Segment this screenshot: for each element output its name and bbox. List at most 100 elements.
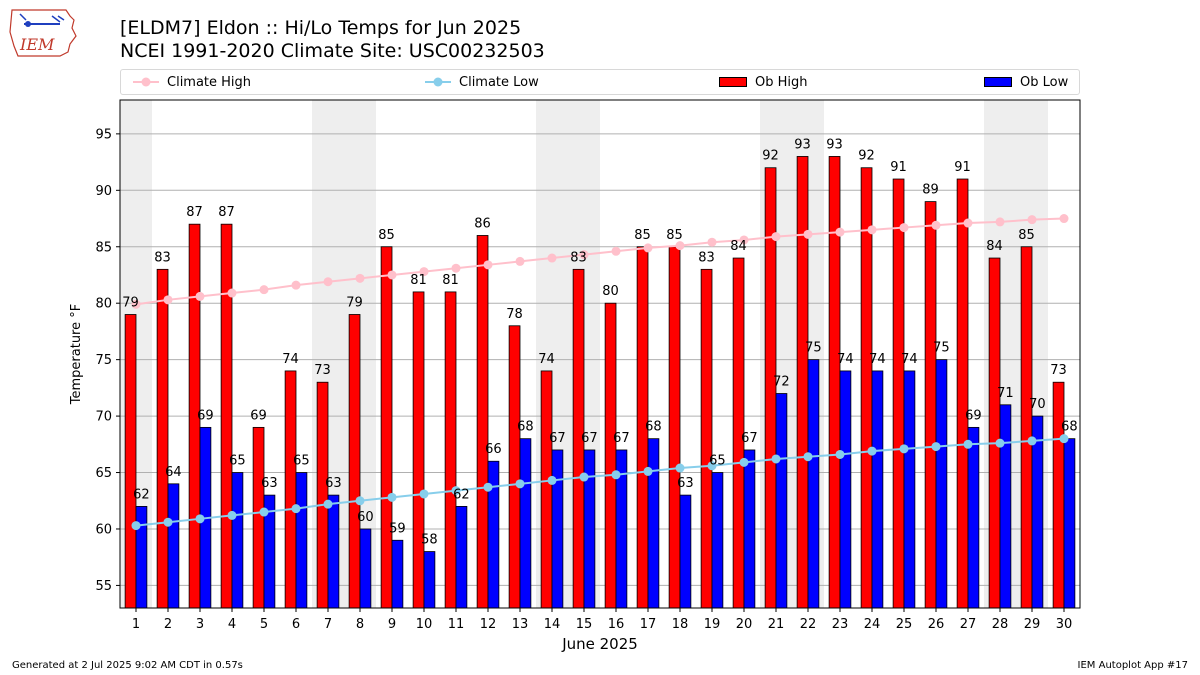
climate-low-point — [675, 463, 685, 473]
ob-low-bar — [359, 528, 372, 609]
x-axis-label: June 2025 — [561, 635, 638, 653]
ob-low-label: 71 — [997, 386, 1014, 401]
x-tick-label: 25 — [896, 617, 913, 632]
legend-item-climate-low: Climate Low — [425, 70, 539, 94]
climate-low-point — [835, 449, 845, 459]
climate-low-point — [963, 439, 973, 449]
climate-low-point — [931, 442, 941, 452]
climate-low-point — [611, 470, 621, 480]
climate-high-point — [387, 270, 397, 280]
x-tick-label: 1 — [132, 617, 140, 632]
climate-high-point — [835, 227, 845, 237]
ob-low-label: 63 — [677, 476, 694, 491]
y-tick-label: 95 — [95, 127, 112, 142]
chart-subtitle: NCEI 1991-2020 Climate Site: USC00232503 — [120, 40, 545, 62]
x-tick-label: 21 — [768, 617, 785, 632]
ob-high-bar — [156, 268, 169, 609]
ob-high-bar — [828, 156, 841, 609]
ob-high-label: 83 — [570, 250, 587, 265]
climate-low-point — [547, 475, 557, 485]
ob-low-bar — [839, 370, 852, 609]
x-tick-label: 12 — [480, 617, 497, 632]
ob-low-bar — [871, 370, 884, 609]
climate-high-point — [163, 295, 173, 305]
climate-high-point — [515, 256, 525, 266]
ob-high-label: 73 — [1050, 363, 1067, 378]
ob-high-label: 85 — [634, 228, 651, 243]
legend: Climate High Climate Low Ob High Ob Low — [120, 69, 1080, 95]
ob-low-bar — [551, 449, 564, 609]
x-tick-label: 23 — [832, 617, 849, 632]
climate-high-point — [483, 260, 493, 270]
ob-high-label: 84 — [986, 239, 1003, 254]
climate-high-point — [803, 229, 813, 239]
logo-text: IEM — [19, 35, 55, 54]
ob-low-label: 63 — [325, 476, 342, 491]
ob-low-label: 58 — [421, 533, 438, 548]
legend-label: Climate Low — [459, 74, 539, 90]
ob-high-label: 85 — [1018, 228, 1035, 243]
climate-high-point — [771, 232, 781, 242]
climate-high-point — [963, 218, 973, 228]
x-tick-label: 27 — [960, 617, 977, 632]
x-tick-label: 17 — [640, 617, 657, 632]
legend-marker-ob-low — [984, 77, 1012, 87]
climate-low-point — [131, 521, 141, 531]
ob-high-label: 86 — [474, 216, 491, 231]
ob-low-bar — [327, 494, 340, 609]
climate-low-point — [227, 510, 237, 520]
legend-item-ob-high: Ob High — [719, 70, 808, 94]
climate-low-point — [387, 492, 397, 502]
ob-low-bar — [967, 426, 980, 609]
ob-low-label: 72 — [773, 375, 790, 390]
x-tick-label: 18 — [672, 617, 689, 632]
ob-low-bar — [711, 472, 724, 609]
ob-high-bar — [348, 314, 361, 609]
ob-high-label: 92 — [762, 149, 779, 164]
climate-low-point — [483, 482, 493, 492]
x-tick-label: 22 — [800, 617, 817, 632]
climate-low-point — [259, 507, 269, 517]
ob-low-label: 59 — [389, 521, 406, 536]
climate-high-point — [611, 246, 621, 256]
climate-low-point — [355, 496, 365, 506]
x-tick-label: 29 — [1024, 617, 1041, 632]
ob-high-bar — [668, 246, 681, 609]
legend-label: Ob Low — [1020, 74, 1069, 90]
ob-high-label: 81 — [442, 273, 459, 288]
x-tick-label: 3 — [196, 617, 204, 632]
x-tick-label: 5 — [260, 617, 268, 632]
ob-low-bar — [519, 438, 532, 609]
ob-high-label: 81 — [410, 273, 427, 288]
ob-low-label: 74 — [837, 352, 854, 367]
ob-high-label: 80 — [602, 284, 619, 299]
y-tick-label: 60 — [95, 522, 112, 537]
climate-low-point — [579, 472, 589, 482]
ob-high-label: 85 — [378, 228, 395, 243]
ob-high-bar — [284, 370, 297, 609]
climate-high-point — [867, 225, 877, 235]
ob-low-bar — [455, 505, 468, 609]
ob-high-bar — [476, 235, 489, 609]
ob-low-bar — [903, 370, 916, 609]
ob-high-bar — [604, 302, 617, 609]
x-tick-label: 6 — [292, 617, 300, 632]
ob-low-label: 63 — [261, 476, 278, 491]
x-tick-label: 16 — [608, 617, 625, 632]
x-tick-label: 9 — [388, 617, 396, 632]
climate-high-point — [1059, 214, 1069, 224]
y-tick-label: 85 — [95, 240, 112, 255]
climate-high-point — [675, 241, 685, 251]
ob-low-bar — [743, 449, 756, 609]
ob-low-label: 69 — [197, 408, 214, 423]
legend-marker-ob-high — [719, 77, 747, 87]
climate-low-point — [323, 499, 333, 509]
y-axis-label: Temperature °F — [69, 304, 84, 405]
ob-low-label: 66 — [485, 442, 502, 457]
legend-marker-climate-low — [425, 77, 451, 87]
ob-low-label: 75 — [933, 341, 950, 356]
ob-low-bar — [775, 393, 788, 609]
ob-low-label: 69 — [965, 408, 982, 423]
x-tick-label: 15 — [576, 617, 593, 632]
